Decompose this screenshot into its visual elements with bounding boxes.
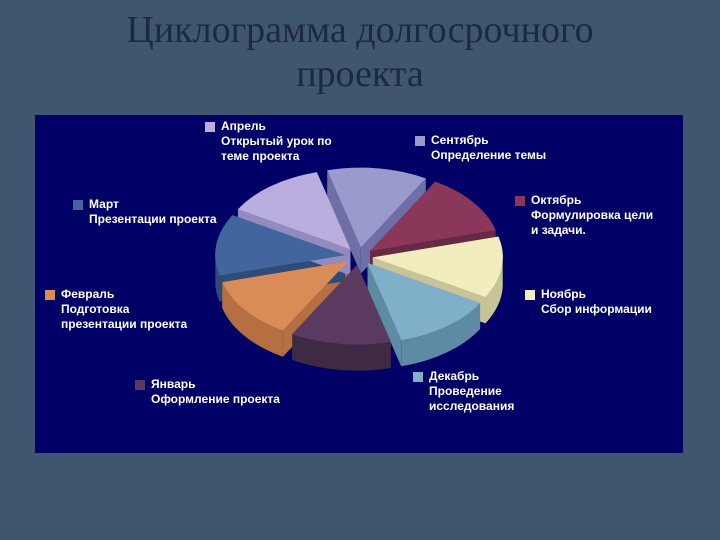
legend-item: Январь Оформление проекта — [135, 377, 280, 407]
legend-item: Апрель Открытый урок по теме проекта — [205, 119, 332, 164]
legend-label: Сентябрь Определение темы — [431, 133, 546, 163]
legend-swatch — [415, 136, 425, 146]
legend-swatch — [525, 290, 535, 300]
slide: Циклограмма долгосрочного проекта Апрель… — [0, 0, 720, 540]
legend-label: Февраль Подготовка презентации проекта — [61, 287, 187, 332]
legend-swatch — [205, 122, 215, 132]
chart-panel: Апрель Открытый урок по теме проекта Сент… — [35, 115, 683, 453]
legend-swatch — [45, 290, 55, 300]
legend-item: Сентябрь Определение темы — [415, 133, 546, 163]
slide-title: Циклограмма долгосрочного проекта — [0, 8, 720, 96]
legend-label: Апрель Открытый урок по теме проекта — [221, 119, 332, 164]
legend-item: Октябрь Формулировка цели и задачи. — [515, 193, 653, 238]
legend-swatch — [413, 372, 423, 382]
legend-swatch — [135, 380, 145, 390]
legend-label: Март Презентации проекта — [89, 197, 217, 227]
legend-label: Ноябрь Сбор информации — [541, 287, 652, 317]
legend-item: Декабрь Проведение исследования — [413, 369, 514, 414]
legend-item: Февраль Подготовка презентации проекта — [45, 287, 187, 332]
legend-label: Январь Оформление проекта — [151, 377, 280, 407]
legend-swatch — [515, 196, 525, 206]
legend-item: Ноябрь Сбор информации — [525, 287, 652, 317]
legend-label: Октябрь Формулировка цели и задачи. — [531, 193, 653, 238]
legend-label: Декабрь Проведение исследования — [429, 369, 514, 414]
legend-item: Март Презентации проекта — [73, 197, 217, 227]
legend-swatch — [73, 200, 83, 210]
